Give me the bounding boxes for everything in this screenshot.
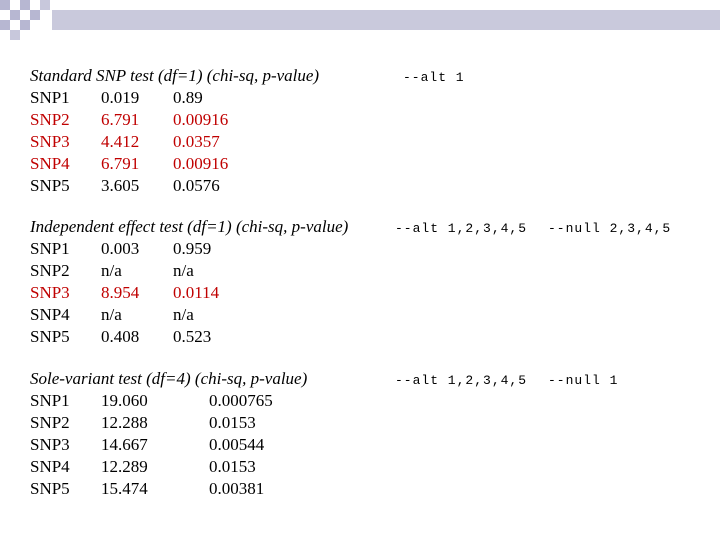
decor-square — [0, 20, 10, 30]
table-cell: SNP5 — [30, 479, 70, 498]
table-cell: SNP5 — [30, 176, 70, 195]
table-cell: n/a — [101, 305, 122, 324]
table-cell: 0.0576 — [173, 176, 220, 195]
table-cell: n/a — [173, 305, 194, 324]
table-cell: SNP2 — [30, 110, 70, 129]
option-flag: --null 2,3,4,5 — [548, 221, 672, 236]
table-cell: 0.523 — [173, 327, 212, 346]
decor-square — [10, 10, 20, 20]
table-cell: SNP3 — [30, 132, 70, 151]
table-cell: SNP1 — [30, 239, 70, 258]
table-cell: 0.0153 — [209, 457, 256, 476]
option-flag: --alt 1,2,3,4,5 — [395, 221, 528, 236]
table-cell: 4.412 — [101, 132, 140, 151]
option-flag: --alt 1 — [403, 70, 465, 85]
table-cell: n/a — [173, 261, 194, 280]
section-title: Independent effect test (df=1) (chi-sq, … — [30, 217, 349, 236]
table-cell: 0.0114 — [173, 283, 220, 302]
table-cell: SNP4 — [30, 154, 70, 173]
option-flag: --alt 1,2,3,4,5 — [395, 373, 528, 388]
decor-square — [20, 0, 30, 10]
table-cell: 19.060 — [101, 391, 148, 410]
decor-square — [0, 0, 10, 10]
table-cell: SNP4 — [30, 305, 70, 324]
table-cell: 12.289 — [101, 457, 148, 476]
table-cell: 15.474 — [101, 479, 148, 498]
table-cell: 0.00916 — [173, 154, 229, 173]
table-cell: 8.954 — [101, 283, 140, 302]
table-cell: 0.019 — [101, 88, 140, 107]
table-cell: 0.0357 — [173, 132, 220, 151]
table-cell: SNP3 — [30, 435, 70, 454]
table-cell: 0.959 — [173, 239, 212, 258]
table-cell: SNP1 — [30, 88, 70, 107]
table-cell: 0.00381 — [209, 479, 265, 498]
table-cell: SNP5 — [30, 327, 70, 346]
table-cell: 0.89 — [173, 88, 203, 107]
table-cell: 6.791 — [101, 154, 140, 173]
table-cell: SNP3 — [30, 283, 70, 302]
header-bar — [52, 10, 720, 30]
table-cell: 14.667 — [101, 435, 148, 454]
table-cell: 0.408 — [101, 327, 140, 346]
table-cell: n/a — [101, 261, 122, 280]
table-cell: 6.791 — [101, 110, 140, 129]
section-title: Standard SNP test (df=1) (chi-sq, p-valu… — [30, 66, 320, 85]
table-cell: 0.00916 — [173, 110, 229, 129]
table-cell: 3.605 — [101, 176, 140, 195]
decor-square — [10, 30, 20, 40]
table-cell: 0.0153 — [209, 413, 256, 432]
decor-square — [30, 10, 40, 20]
table-cell: SNP1 — [30, 391, 70, 410]
section-title: Sole-variant test (df=4) (chi-sq, p-valu… — [30, 369, 308, 388]
decor-square — [20, 20, 30, 30]
table-cell: SNP4 — [30, 457, 70, 476]
table-cell: 0.003 — [101, 239, 140, 258]
table-cell: SNP2 — [30, 261, 70, 280]
option-flag: --null 1 — [548, 373, 619, 388]
table-cell: 0.00544 — [209, 435, 265, 454]
table-cell: 0.000765 — [209, 391, 273, 410]
table-cell: SNP2 — [30, 413, 70, 432]
decor-square — [40, 0, 50, 10]
table-cell: 12.288 — [101, 413, 148, 432]
